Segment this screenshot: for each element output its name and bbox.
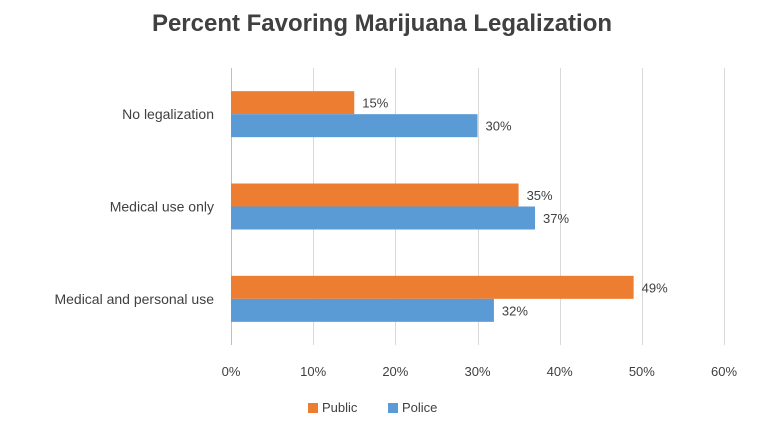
- bar-public: [231, 275, 634, 299]
- x-tick-label: 40%: [547, 364, 573, 379]
- data-label-police: 30%: [486, 119, 512, 134]
- legend: Public Police: [308, 400, 437, 415]
- x-tick-label: 20%: [382, 364, 408, 379]
- bar-police: [231, 114, 478, 138]
- legend-swatch-public: [308, 403, 318, 413]
- legend-label-public: Public: [322, 400, 358, 415]
- data-label-police: 37%: [543, 211, 569, 226]
- category-label: Medical use only: [110, 199, 214, 215]
- data-label-police: 32%: [502, 303, 528, 318]
- bar-public: [231, 183, 519, 207]
- chart-title: Percent Favoring Marijuana Legalization: [152, 10, 612, 37]
- data-label-public: 35%: [527, 188, 553, 203]
- x-tick-label: 10%: [300, 364, 326, 379]
- category-label: No legalization: [122, 106, 214, 122]
- legend-swatch-police: [388, 403, 398, 413]
- data-labels: 15% 30% 35% 37% 49% 32%: [362, 96, 668, 319]
- data-label-public: 15%: [362, 96, 388, 111]
- bar-public: [231, 91, 355, 115]
- category-labels: No legalization Medical use only Medical a…: [54, 106, 214, 307]
- x-tick-label: 0%: [222, 364, 241, 379]
- bars: [231, 91, 634, 322]
- x-tick-label: 30%: [464, 364, 490, 379]
- data-label-public: 49%: [642, 280, 668, 295]
- x-tick-label: 50%: [629, 364, 655, 379]
- bar-police: [231, 206, 536, 230]
- category-label: Medical and personal use: [54, 291, 214, 307]
- x-tick-label: 60%: [711, 364, 737, 379]
- bar-police: [231, 298, 494, 322]
- legend-label-police: Police: [402, 400, 437, 415]
- x-tick-labels: 0% 10% 20% 30% 40% 50% 60%: [222, 364, 738, 379]
